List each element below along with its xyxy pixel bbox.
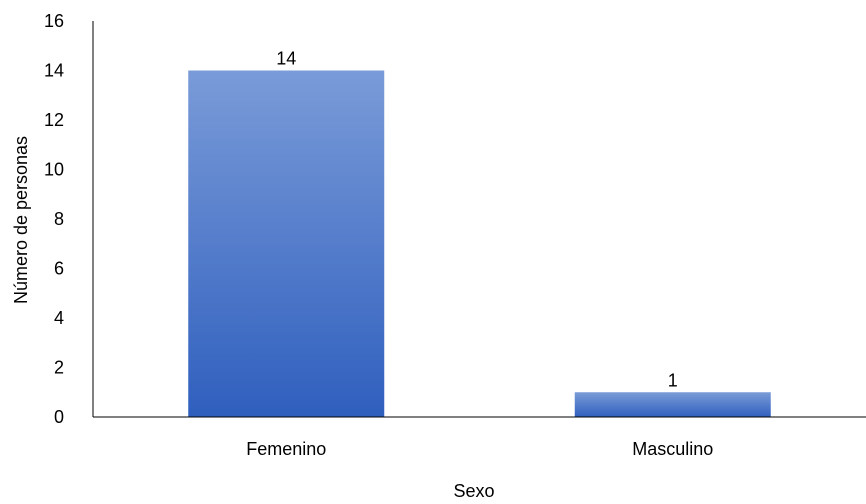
x-axis-title: Sexo — [453, 481, 494, 501]
data-label: 1 — [668, 370, 678, 390]
y-tick-label: 14 — [44, 61, 64, 81]
y-tick-label: 12 — [44, 110, 64, 130]
bar-femenino — [188, 70, 385, 417]
y-tick-label: 8 — [54, 209, 64, 229]
y-tick-label: 10 — [44, 160, 64, 180]
y-tick-label: 4 — [54, 308, 64, 328]
x-tick-label: Masculino — [632, 439, 713, 459]
y-axis-ticks: 0 2 4 6 8 10 12 14 16 — [44, 11, 64, 427]
data-label: 14 — [276, 49, 296, 69]
y-tick-label: 0 — [54, 407, 64, 427]
y-axis-title: Número de personas — [11, 136, 31, 304]
x-axis-categories: Femenino Masculino — [246, 439, 713, 459]
x-tick-label: Femenino — [246, 439, 326, 459]
y-tick-label: 6 — [54, 259, 64, 279]
data-labels: 14 1 — [276, 49, 678, 391]
bars — [188, 70, 771, 417]
y-tick-label: 16 — [44, 11, 64, 31]
bar-masculino — [574, 392, 771, 417]
y-tick-label: 2 — [54, 358, 64, 378]
